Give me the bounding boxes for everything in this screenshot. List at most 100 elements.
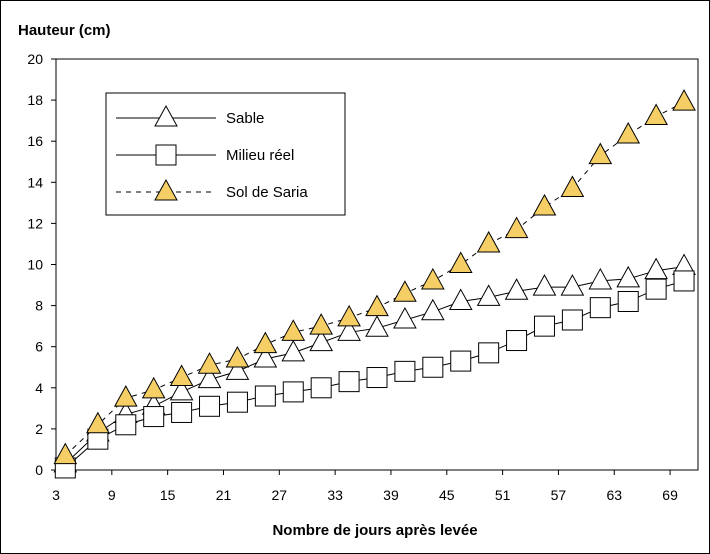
data-point	[365, 315, 389, 337]
legend-marker	[154, 178, 178, 201]
legend-box	[105, 92, 346, 216]
series-layer	[53, 89, 696, 479]
data-point	[616, 121, 641, 144]
data-point	[476, 230, 501, 253]
data-point	[309, 329, 334, 352]
x-tick-label: 21	[216, 487, 232, 503]
data-point	[617, 290, 639, 312]
x-tick-label: 57	[551, 487, 567, 503]
data-point	[616, 265, 641, 288]
data-point	[366, 367, 388, 389]
legend-marker	[155, 144, 177, 166]
data-point	[86, 411, 110, 434]
data-point	[281, 339, 306, 362]
data-point	[226, 391, 248, 413]
x-tick-label: 33	[327, 487, 343, 503]
data-point	[673, 270, 695, 292]
legend-label: Sable	[226, 110, 264, 127]
y-tick-label: 4	[35, 380, 43, 396]
data-point	[560, 274, 585, 296]
data-point	[197, 352, 222, 374]
data-point	[588, 142, 613, 165]
data-point	[504, 216, 529, 239]
data-point	[199, 395, 221, 417]
data-point	[282, 381, 304, 403]
y-tick-label: 20	[27, 51, 43, 67]
y-axis-label: Hauteur (cm)	[18, 22, 111, 39]
data-point	[253, 345, 278, 368]
data-point	[365, 294, 389, 317]
data-point	[589, 297, 611, 319]
x-tick-label: 27	[272, 487, 288, 503]
y-tick-label: 18	[27, 92, 43, 108]
data-point	[169, 364, 194, 387]
data-point	[504, 278, 529, 300]
data-point	[169, 378, 194, 401]
data-point	[141, 376, 166, 399]
legend: Sable Milieu réel Sol de Saria	[105, 92, 346, 216]
y-tick-label: 16	[27, 133, 43, 149]
data-point	[448, 288, 473, 310]
data-point	[225, 358, 250, 380]
x-axis-label: Nombre de jours après levée	[272, 522, 477, 539]
data-point	[422, 356, 444, 378]
x-tick-label: 3	[52, 487, 60, 503]
data-point	[506, 330, 528, 352]
y-tick-label: 6	[35, 339, 43, 355]
data-point	[532, 193, 557, 216]
data-point	[337, 304, 361, 327]
data-point	[588, 267, 613, 290]
data-point	[560, 175, 585, 197]
data-point	[420, 267, 445, 290]
series-milieu-r-el	[54, 270, 695, 479]
x-tick-label: 51	[495, 487, 511, 503]
data-point	[281, 319, 306, 341]
data-point	[197, 366, 222, 389]
data-point	[644, 103, 668, 126]
y-tick-label: 8	[35, 298, 43, 314]
x-tick-label: 9	[108, 487, 116, 503]
data-point	[448, 251, 473, 273]
data-point	[561, 309, 583, 331]
data-point	[337, 319, 361, 341]
data-point	[338, 371, 360, 393]
data-point	[171, 401, 193, 423]
data-point	[254, 385, 276, 407]
data-point	[478, 342, 500, 364]
legend-label: Sol de Saria	[226, 184, 308, 201]
data-point	[672, 89, 696, 111]
y-tick-label: 0	[35, 462, 43, 478]
data-point	[115, 414, 137, 436]
y-tick-label: 2	[35, 421, 43, 437]
x-tick-label: 39	[383, 487, 399, 503]
data-point	[143, 406, 165, 428]
y-tick-label: 10	[27, 257, 43, 273]
legend-label: Milieu réel	[226, 147, 294, 164]
data-point	[393, 306, 417, 329]
data-point	[450, 350, 472, 372]
data-point	[113, 385, 138, 407]
y-tick-label: 12	[27, 215, 43, 231]
data-point	[53, 442, 78, 465]
data-point	[533, 315, 555, 337]
data-point	[476, 284, 501, 306]
data-point	[225, 345, 250, 368]
series-sol-de-saria	[53, 89, 696, 465]
data-point	[309, 313, 334, 335]
data-point	[420, 298, 445, 321]
legend-marker	[154, 104, 178, 127]
x-tick-label: 69	[662, 487, 678, 503]
data-point	[253, 331, 278, 354]
series-sable	[53, 253, 696, 473]
y-tick-label: 14	[27, 174, 43, 190]
data-point	[645, 278, 667, 300]
x-tick-label: 45	[439, 487, 455, 503]
x-tick-label: 63	[606, 487, 622, 503]
data-point	[394, 360, 416, 382]
data-point	[644, 257, 668, 280]
data-point	[393, 280, 417, 302]
data-point	[532, 274, 557, 296]
